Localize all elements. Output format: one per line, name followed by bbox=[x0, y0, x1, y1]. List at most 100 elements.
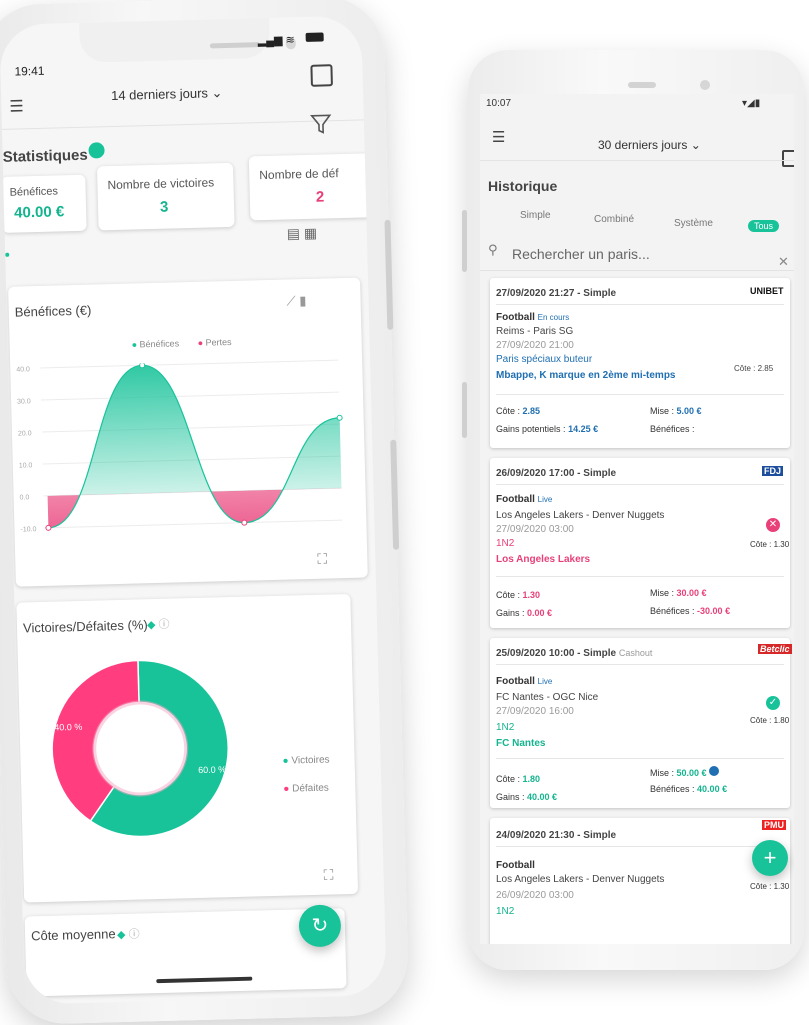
bet-date: 27/09/2020 03:00 bbox=[496, 524, 574, 535]
side-button bbox=[462, 382, 467, 438]
bet-date: 27/09/2020 21:00 bbox=[496, 340, 574, 351]
bet-market: 1N2 bbox=[496, 538, 515, 549]
bet-cote: Côte : 1.30 bbox=[496, 590, 541, 600]
gridline bbox=[44, 519, 343, 529]
bet-stake: Mise : 5.00 € bbox=[650, 406, 702, 416]
camera bbox=[700, 80, 710, 90]
volume-button bbox=[384, 219, 394, 330]
chart-type-icons[interactable]: ⟋ ▮ bbox=[286, 292, 307, 309]
donut-hole bbox=[92, 700, 189, 797]
data-point bbox=[139, 362, 146, 369]
expand-icon[interactable]: ⛶ bbox=[317, 550, 328, 567]
status-time: 10:07 bbox=[486, 98, 512, 109]
tab-combine[interactable]: Combiné bbox=[594, 214, 635, 225]
series-line bbox=[48, 364, 340, 529]
gridline bbox=[41, 391, 339, 401]
search-icon: ⚲ bbox=[488, 242, 498, 257]
stat-card-benefits[interactable]: Bénéfices 40.00 € bbox=[1, 174, 87, 233]
stats-title: Statistiques bbox=[2, 146, 88, 166]
data-point bbox=[45, 524, 52, 531]
bet-stake: Mise : 50.00 € bbox=[650, 766, 720, 778]
separator bbox=[496, 758, 784, 759]
y-tick-label: 20.0 bbox=[18, 430, 32, 437]
clear-search-icon[interactable]: ✕ bbox=[778, 254, 789, 269]
bet-date: 26/09/2020 03:00 bbox=[496, 890, 574, 901]
tab-simple[interactable]: Simple bbox=[520, 210, 551, 221]
bet-card[interactable]: 25/09/2020 10:00 - Simple Cashout Betcli… bbox=[490, 638, 792, 808]
bet-selection: FC Nantes bbox=[496, 738, 546, 749]
stat-card-losses[interactable]: Nombre de déf 2 bbox=[248, 153, 381, 221]
bet-match: FC Nantes - OGC Nice bbox=[496, 692, 599, 703]
menu-icon[interactable]: ☰ bbox=[492, 129, 506, 146]
separator bbox=[496, 394, 784, 395]
benefits-chart-card: Bénéfices (€) ⟋ ▮ ● Bénéfices ● Pertes 4… bbox=[8, 277, 368, 587]
bet-card[interactable]: 24/09/2020 21:30 - Simple PMU Football L… bbox=[490, 818, 790, 944]
filter-icon[interactable] bbox=[310, 112, 333, 135]
tab-systeme[interactable]: Système bbox=[674, 218, 713, 229]
separator bbox=[496, 484, 784, 485]
calendar-icon[interactable] bbox=[782, 150, 794, 167]
benefits-area-chart: 40.0 30.0 20.0 10.0 0.0 -10.0 bbox=[16, 359, 343, 534]
bet-header: 25/09/2020 10:00 - Simple Cashout bbox=[496, 648, 653, 659]
bet-selection: Mbappe, K marque en 2ème mi-temps bbox=[496, 370, 676, 381]
add-bet-button[interactable]: + bbox=[752, 840, 788, 876]
bet-market: Paris spéciaux buteur bbox=[496, 354, 593, 365]
avg-odds-title: Côte moyenne bbox=[30, 926, 116, 944]
gridline bbox=[41, 423, 340, 433]
bet-match: Los Angeles Lakers - Denver Nuggets bbox=[496, 874, 665, 885]
battery-icon bbox=[305, 32, 324, 42]
bet-card[interactable]: 26/09/2020 17:00 - Simple FDJ Football L… bbox=[490, 458, 790, 628]
stats-grid-icon[interactable] bbox=[88, 142, 105, 159]
bet-odds: Côte : 1.30 bbox=[750, 882, 790, 891]
period-selector[interactable]: 14 derniers jours ⌄ bbox=[110, 85, 223, 104]
menu-icon[interactable]: ☰ bbox=[9, 98, 24, 116]
stat-card-wins[interactable]: Nombre de victoires 3 bbox=[96, 162, 235, 231]
pie-label: 60.0 % bbox=[198, 764, 226, 775]
list-view-icon[interactable]: ▤ ▦ bbox=[286, 224, 318, 242]
bet-sport: Football Live bbox=[496, 676, 553, 687]
status-time: 19:41 bbox=[14, 63, 45, 79]
separator bbox=[496, 576, 784, 577]
separator bbox=[496, 846, 784, 847]
bet-gains: Gains : 0.00 € bbox=[496, 608, 553, 618]
bet-header: 27/09/2020 21:27 - Simple bbox=[496, 288, 617, 299]
bet-benefit: Bénéfices : -30.00 € bbox=[650, 606, 731, 616]
legend-wins: ● Victoires bbox=[282, 754, 330, 767]
wins-donut-chart: 60.0 % 40.0 % bbox=[51, 659, 229, 838]
y-tick-label: -10.0 bbox=[20, 526, 36, 533]
right-screen: 10:07 ▾◢▮ ☰ 30 derniers jours ⌄ Historiq… bbox=[480, 94, 794, 944]
separator bbox=[496, 304, 784, 305]
tab-tous[interactable]: Tous bbox=[748, 220, 780, 232]
bet-header: 26/09/2020 17:00 - Simple bbox=[496, 468, 617, 479]
bet-card[interactable]: 27/09/2020 21:27 - Simple UNIBET Footbal… bbox=[490, 278, 790, 448]
stat-label: Nombre de déf bbox=[259, 166, 339, 183]
stat-label: Nombre de victoires bbox=[107, 175, 215, 193]
bet-date: 27/09/2020 16:00 bbox=[496, 706, 574, 717]
data-point bbox=[336, 414, 343, 421]
legend-benefits: ● Bénéfices bbox=[131, 338, 180, 350]
y-tick-label: 10.0 bbox=[19, 462, 33, 469]
period-selector[interactable]: 30 derniers jours ⌄ bbox=[598, 138, 701, 152]
legend-losses-pie: ● Défaites bbox=[283, 782, 329, 795]
y-tick-label: 0.0 bbox=[20, 494, 30, 501]
bet-market: 1N2 bbox=[496, 722, 515, 733]
bet-market: 1N2 bbox=[496, 906, 515, 917]
calendar-icon[interactable] bbox=[310, 64, 333, 87]
speaker bbox=[628, 82, 656, 88]
signal-icon: ▂▄▆ ≋ bbox=[257, 34, 295, 48]
bet-match: Los Angeles Lakers - Denver Nuggets bbox=[496, 510, 665, 521]
speaker bbox=[209, 42, 260, 49]
bet-sport: Football bbox=[496, 860, 535, 871]
left-phone: 19:41 ▂▄▆ ≋ ☰ 14 derniers jours ⌄ Statis… bbox=[0, 0, 410, 1025]
bet-stake: Mise : 30.00 € bbox=[650, 588, 707, 598]
bet-odds: Côte : 1.30 bbox=[750, 540, 790, 549]
bet-match: Reims - Paris SG bbox=[496, 326, 574, 337]
lost-icon: ✕ bbox=[766, 518, 780, 532]
bet-gains: Gains potentiels : 14.25 € bbox=[496, 424, 599, 434]
left-screen: 19:41 ▂▄▆ ≋ ☰ 14 derniers jours ⌄ Statis… bbox=[0, 15, 387, 1005]
bet-sport: Football Live bbox=[496, 494, 553, 505]
search-input[interactable]: Rechercher un paris... bbox=[512, 246, 650, 262]
expand-icon[interactable]: ⛶ bbox=[323, 866, 334, 883]
bookmaker-logo: UNIBET bbox=[750, 286, 784, 296]
bet-odds: Côte : 2.85 bbox=[734, 364, 774, 373]
